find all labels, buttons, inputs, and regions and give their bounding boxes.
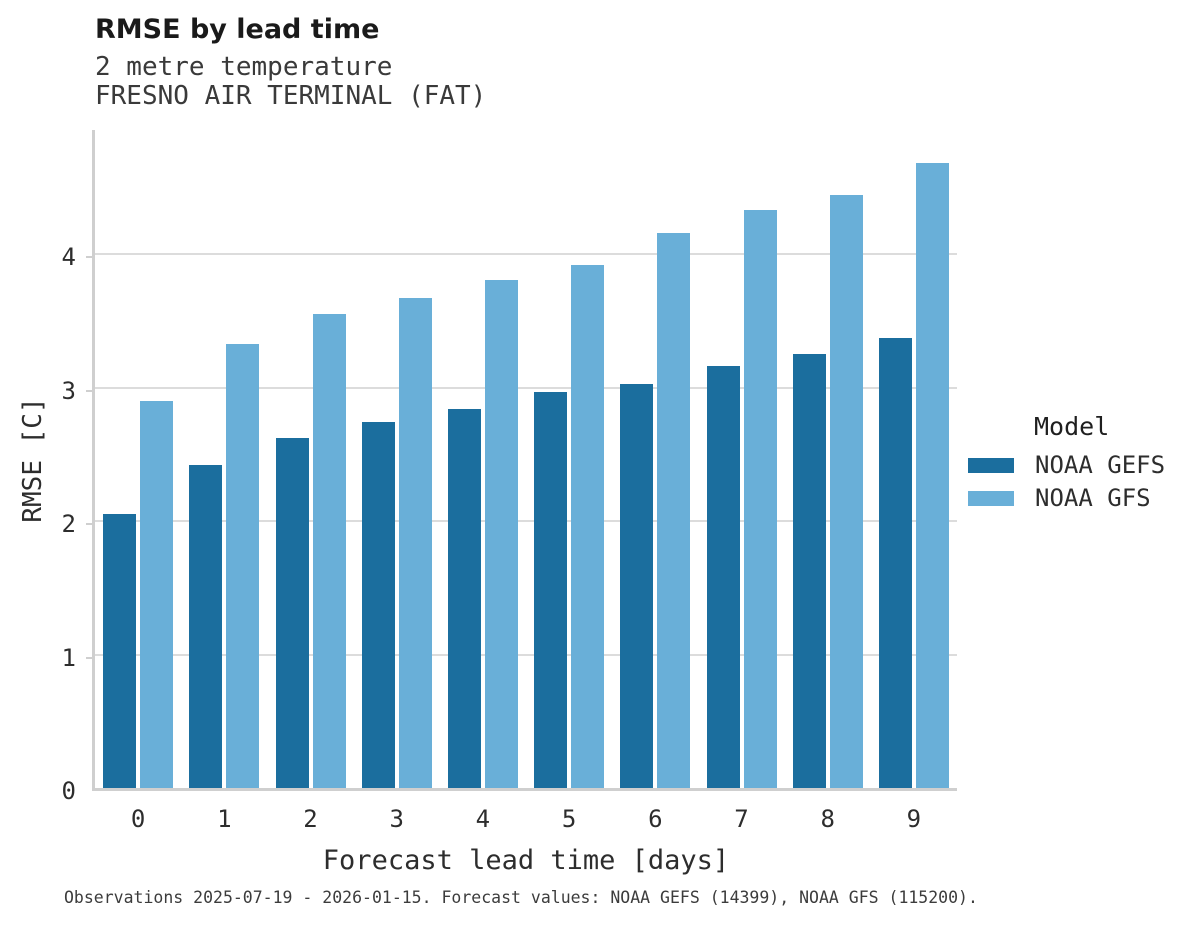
x-tick-label-0: 0: [130, 805, 146, 833]
gridline-y-4: [95, 253, 957, 256]
y-tick-label-3: 3: [61, 376, 76, 405]
x-tick-label-9: 9: [906, 805, 922, 833]
bar-noaa-gfs-day-9: [915, 163, 949, 788]
y-tick-label-0: 0: [61, 777, 76, 805]
bar-noaa-gfs-day-6: [657, 232, 691, 788]
bar-noaa-gfs-day-5: [571, 264, 605, 788]
footer-note: Observations 2025-07-19 - 2026-01-15. Fo…: [64, 888, 978, 907]
gridline-y-1: [95, 653, 957, 656]
y-tick-label-2: 2: [61, 510, 76, 539]
x-tick-label-5: 5: [561, 805, 577, 833]
x-tick-label-7: 7: [734, 805, 749, 833]
y-axis-title: RMSE [C]: [18, 397, 48, 523]
legend-row-gefs: NOAA GEFS: [968, 451, 1166, 479]
bar-noaa-gefs-day-8: [792, 354, 826, 788]
x-tick-label-1: 1: [217, 805, 232, 833]
y-tick-mark-1: [86, 656, 93, 659]
bar-noaa-gfs-day-2: [312, 314, 346, 788]
bar-noaa-gfs-day-4: [484, 279, 518, 788]
plot-inner: [95, 130, 957, 788]
bar-noaa-gefs-day-3: [361, 422, 395, 788]
x-tick-label-2: 2: [303, 805, 318, 833]
bar-noaa-gfs-day-0: [140, 400, 174, 788]
bar-noaa-gefs-day-9: [878, 338, 912, 788]
gridline-y-3: [95, 386, 957, 389]
x-tick-label-8: 8: [820, 805, 835, 833]
bar-noaa-gefs-day-6: [620, 383, 654, 788]
y-tick-mark-4: [86, 256, 93, 259]
y-tick-label-4: 4: [61, 243, 76, 272]
x-axis-title: Forecast lead time [days]: [322, 845, 730, 876]
x-tick-label-6: 6: [648, 805, 663, 833]
legend-label-gfs: NOAA GFS: [1035, 484, 1151, 512]
y-tick-label-1: 1: [61, 643, 76, 672]
legend-title: Model: [1034, 412, 1110, 441]
bar-noaa-gfs-day-1: [226, 343, 260, 788]
bar-noaa-gefs-day-7: [706, 366, 740, 788]
bar-noaa-gfs-day-7: [743, 210, 777, 788]
legend-label-gefs: NOAA GEFS: [1035, 451, 1166, 479]
chart-subtitle-station: FRESNO AIR TERMINAL (FAT): [95, 81, 487, 111]
bar-noaa-gfs-day-3: [398, 298, 432, 788]
bar-noaa-gefs-day-5: [534, 391, 568, 788]
bar-noaa-gefs-day-2: [275, 438, 309, 788]
bar-noaa-gfs-day-8: [829, 195, 863, 788]
bar-noaa-gefs-day-4: [447, 408, 481, 788]
chart-subtitle-variable: 2 metre temperature: [95, 52, 393, 82]
bar-noaa-gefs-day-0: [103, 514, 137, 788]
x-tick-label-3: 3: [389, 805, 404, 833]
x-tick-label-4: 4: [475, 805, 491, 833]
chart-title: RMSE by lead time: [95, 14, 380, 45]
y-tick-mark-3: [86, 389, 93, 392]
plot-area: [92, 130, 957, 791]
legend-swatch-gefs: [968, 457, 1014, 473]
legend-swatch-gfs: [968, 490, 1014, 506]
legend: Model NOAA GEFS NOAA GFS: [968, 412, 1166, 512]
y-tick-mark-2: [86, 523, 93, 526]
gridline-y-2: [95, 520, 957, 523]
legend-row-gfs: NOAA GFS: [968, 484, 1165, 512]
bar-noaa-gefs-day-1: [189, 465, 223, 788]
